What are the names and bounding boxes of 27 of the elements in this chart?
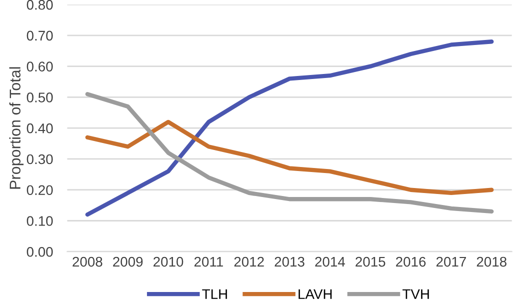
x-tick-label: 2018: [476, 256, 506, 267]
x-tick-label: 2013: [274, 256, 304, 267]
x-tick-label: 2011: [194, 256, 223, 267]
y-tick-label: 0.30: [26, 154, 53, 164]
x-tick-label: 2015: [356, 256, 386, 267]
x-tick-label: 2017: [436, 256, 466, 267]
y-tick-label: 0.40: [26, 123, 53, 134]
y-tick-label: 0.10: [26, 216, 53, 226]
x-tick-label: 2012: [234, 256, 264, 267]
legend-label: TVH: [402, 289, 429, 299]
x-tick-label: 2008: [72, 256, 102, 267]
legend-label: LAVH: [298, 289, 332, 299]
y-tick-label: 0.60: [26, 62, 53, 72]
x-tick-label: 2014: [315, 256, 345, 267]
y-tick-label: 0.20: [26, 185, 53, 196]
y-tick-label: 0.00: [26, 246, 53, 257]
x-tick-label: 2009: [113, 256, 143, 267]
x-tick-label: 2010: [154, 256, 184, 267]
line-series: [85, 92, 494, 214]
y-tick-label: 0.50: [26, 92, 53, 102]
y-tick-label: 0.80: [26, 0, 53, 10]
y-tick-label: 0.70: [26, 30, 53, 41]
line-series: [85, 40, 494, 217]
x-tick-label: 2016: [396, 256, 426, 267]
legend-label: TLH: [202, 289, 227, 299]
y-axis-title: Proportion of Total: [9, 67, 24, 189]
line-series: [85, 120, 494, 196]
